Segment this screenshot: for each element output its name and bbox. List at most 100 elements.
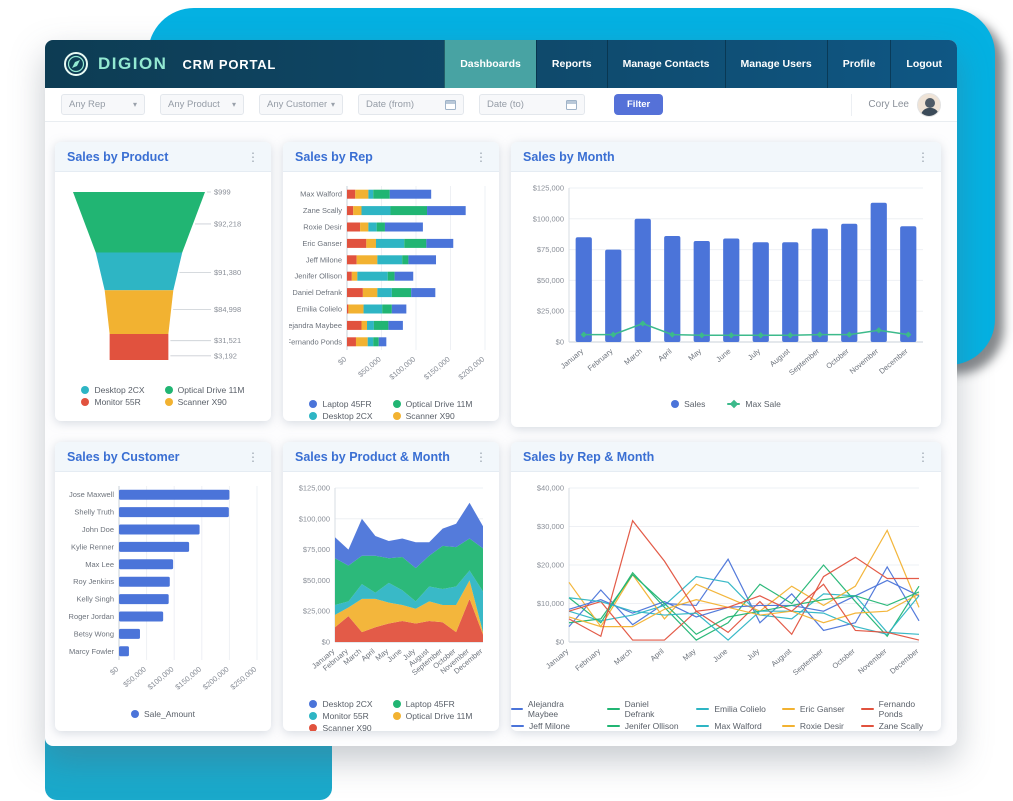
customer-select[interactable]: Any Customer ▾ bbox=[259, 94, 343, 115]
product-select-value: Any Product bbox=[168, 99, 220, 110]
svg-text:$40,000: $40,000 bbox=[537, 484, 564, 493]
card-menu-icon[interactable]: ⋮ bbox=[475, 449, 487, 464]
svg-text:Fernando Ponds: Fernando Ponds bbox=[289, 337, 342, 346]
tab-dashboards[interactable]: Dashboards bbox=[444, 40, 536, 88]
svg-text:$91,380: $91,380 bbox=[214, 268, 241, 277]
legend-item[interactable]: Optical Drive 11M bbox=[164, 385, 245, 395]
legend-item[interactable]: Optical Drive 11M bbox=[392, 399, 473, 409]
svg-text:February: February bbox=[573, 646, 602, 672]
user-name: Cory Lee bbox=[868, 99, 909, 110]
legend-item[interactable]: Alejandra Maybee bbox=[511, 699, 591, 719]
svg-text:$25,000: $25,000 bbox=[303, 607, 330, 616]
card-menu-icon[interactable]: ⋮ bbox=[475, 149, 487, 164]
filter-bar: Any Rep ▾ Any Product ▾ Any Customer ▾ D… bbox=[45, 88, 957, 122]
legend-item[interactable]: Scanner X90 bbox=[164, 397, 245, 407]
svg-text:$84,998: $84,998 bbox=[214, 305, 241, 314]
svg-text:$999: $999 bbox=[214, 188, 231, 197]
tab-logout[interactable]: Logout bbox=[890, 40, 957, 88]
card-menu-icon[interactable]: ⋮ bbox=[247, 449, 259, 464]
legend-item[interactable]: Scanner X90 bbox=[392, 411, 473, 421]
legend-item[interactable]: Scanner X90 bbox=[309, 723, 372, 731]
legend-item[interactable]: Desktop 2CX bbox=[309, 411, 373, 421]
calendar-icon bbox=[445, 99, 456, 110]
svg-text:$250,000: $250,000 bbox=[229, 665, 259, 692]
rep-chart-canvas: $0 $50,000 $100,000 $150,000 $200,000 Max Wal… bbox=[283, 186, 486, 382]
compass-logo-icon bbox=[64, 52, 88, 76]
legend-item[interactable]: Max Sale bbox=[727, 399, 781, 409]
svg-text:$30,000: $30,000 bbox=[537, 522, 564, 531]
legend-item[interactable]: Laptop 45FR bbox=[309, 399, 372, 409]
svg-text:Max Walford: Max Walford bbox=[300, 190, 342, 199]
chevron-down-icon: ▾ bbox=[132, 100, 137, 109]
svg-text:$150,000: $150,000 bbox=[173, 665, 203, 692]
svg-text:$100,000: $100,000 bbox=[146, 665, 176, 692]
svg-text:September: September bbox=[787, 346, 821, 377]
legend-item[interactable]: Desktop 2CX bbox=[81, 385, 145, 395]
date-from-field[interactable]: Date (from) bbox=[358, 94, 464, 115]
tab-profile[interactable]: Profile bbox=[826, 40, 891, 88]
card-menu-icon[interactable]: ⋮ bbox=[917, 449, 929, 464]
legend-item[interactable]: Monitor 55R bbox=[309, 711, 372, 721]
svg-text:February: February bbox=[586, 346, 615, 372]
svg-text:April: April bbox=[656, 346, 674, 363]
legend-item[interactable]: Optical Drive 11M bbox=[392, 711, 473, 721]
card-sales-by-product-month: Sales by Product & Month ⋮ $0 $25,000 $50,… bbox=[283, 442, 499, 731]
svg-text:May: May bbox=[686, 346, 703, 362]
user-avatar[interactable] bbox=[917, 92, 941, 117]
legend-item[interactable]: Daniel Defrank bbox=[606, 699, 681, 719]
legend-item[interactable]: Roxie Desir bbox=[781, 721, 845, 731]
funnel-chart: $999 $92,218 $91,380 $84,998 $31,521 $3,192 bbox=[61, 176, 265, 385]
card-sales-by-month: Sales by Month ⋮ $0 $25,000 $50,000 $75,000… bbox=[511, 142, 941, 427]
svg-text:$100,000: $100,000 bbox=[299, 514, 330, 523]
date-to-field[interactable]: Date (to) bbox=[479, 94, 585, 115]
legend-item[interactable]: Emilia Colielo bbox=[696, 699, 766, 719]
legend-item[interactable]: Jeff Milone bbox=[511, 721, 591, 731]
tab-manage-users[interactable]: Manage Users bbox=[724, 40, 827, 88]
svg-text:$0: $0 bbox=[322, 638, 330, 647]
legend-item[interactable]: Max Walford bbox=[696, 721, 766, 731]
card-title: Sales by Month bbox=[523, 149, 615, 164]
legend-item[interactable]: Fernando Ponds bbox=[860, 699, 941, 719]
multiline-chart: $0 $10,000 $20,000 $30,000 $40,000 January Feb… bbox=[517, 476, 935, 699]
filter-button[interactable]: Filter bbox=[614, 94, 664, 115]
card-menu-icon[interactable]: ⋮ bbox=[247, 149, 259, 164]
chart-legend: Sale_Amount bbox=[130, 709, 195, 719]
chart-legend: Desktop 2CX Laptop 45FR Monitor 55R Optical… bbox=[309, 699, 473, 731]
svg-text:Max Lee: Max Lee bbox=[85, 560, 114, 569]
legend-item[interactable]: Monitor 55R bbox=[81, 397, 144, 407]
svg-text:$10,000: $10,000 bbox=[537, 599, 564, 608]
legend-item[interactable]: Desktop 2CX bbox=[309, 699, 373, 709]
svg-text:$20,000: $20,000 bbox=[537, 561, 564, 570]
svg-text:Emilia Colielo: Emilia Colielo bbox=[297, 305, 342, 314]
chart-legend: Alejandra Maybee Daniel Defrank Emilia Col… bbox=[511, 699, 941, 731]
legend-item[interactable]: Zane Scally bbox=[860, 721, 941, 731]
legend-item[interactable]: Sale_Amount bbox=[130, 709, 195, 719]
svg-text:May: May bbox=[681, 646, 698, 662]
legend-item[interactable]: Jenifer Ollison bbox=[606, 721, 681, 731]
svg-text:$150,000: $150,000 bbox=[422, 355, 452, 382]
card-sales-by-product: Sales by Product ⋮ $999 $92,218 $91,380 $84… bbox=[55, 142, 271, 421]
tab-manage-contacts[interactable]: Manage Contacts bbox=[606, 40, 725, 88]
svg-text:September: September bbox=[791, 646, 825, 677]
rep-select[interactable]: Any Rep ▾ bbox=[61, 94, 145, 115]
customer-select-value: Any Customer bbox=[267, 99, 328, 110]
stacked-bar-chart: $0 $50,000 $100,000 $150,000 $200,000 Max Wal… bbox=[283, 176, 493, 399]
svg-text:$75,000: $75,000 bbox=[303, 545, 330, 554]
svg-text:$0: $0 bbox=[556, 638, 564, 647]
svg-text:June: June bbox=[711, 647, 729, 664]
legend-item[interactable]: Laptop 45FR bbox=[392, 699, 473, 709]
legend-item[interactable]: Eric Ganser bbox=[781, 699, 845, 719]
svg-text:$50,000: $50,000 bbox=[303, 576, 330, 585]
svg-text:$25,000: $25,000 bbox=[537, 307, 564, 316]
chart-legend: Sales Max Sale bbox=[671, 399, 781, 409]
app-window: DIGION CRM PORTAL Dashboards Reports Man… bbox=[45, 40, 957, 746]
tab-reports[interactable]: Reports bbox=[535, 40, 607, 88]
svg-text:Alejandra Maybee: Alejandra Maybee bbox=[289, 321, 342, 330]
product-select[interactable]: Any Product ▾ bbox=[160, 94, 244, 115]
legend-item[interactable]: Sales bbox=[671, 399, 705, 409]
brand-subtitle: CRM PORTAL bbox=[182, 56, 277, 72]
card-menu-icon[interactable]: ⋮ bbox=[917, 149, 929, 164]
product-chart-canvas: $999 $92,218 $91,380 $84,998 $31,521 $3,192 bbox=[73, 188, 241, 360]
svg-text:Daniel Defrank: Daniel Defrank bbox=[292, 288, 342, 297]
